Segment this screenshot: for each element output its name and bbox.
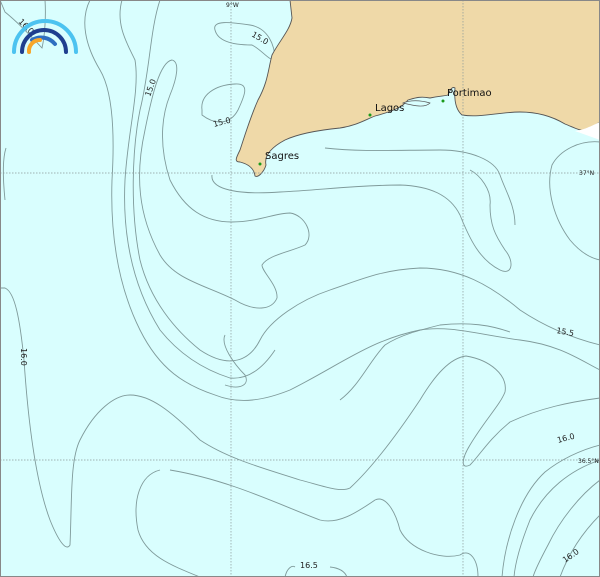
contour-line [119, 0, 276, 379]
contour-label: 16.0 [556, 432, 576, 445]
land-portugal-algarve [235, 0, 600, 177]
contour-line [532, 479, 600, 577]
contour-line [132, 0, 600, 362]
place-label-portimao: Portimao [447, 88, 492, 99]
city-marker-sagres [258, 162, 262, 166]
contour-line [211, 169, 512, 272]
contour-line [513, 459, 600, 577]
contour-label: 16.0 [19, 348, 28, 366]
contour-line [84, 0, 600, 401]
cool-water-region [139, 59, 310, 309]
lon-label-9w: 9°W [226, 2, 239, 9]
contour-line [339, 323, 511, 401]
contour-line [223, 334, 247, 388]
contour-line [284, 566, 348, 577]
cool-water-blob-mid [201, 83, 246, 123]
city-marker-portimao [441, 99, 445, 103]
contour-label: 15.0 [212, 116, 232, 129]
warm-water-region-topleft [0, 0, 46, 49]
contour-line [324, 147, 516, 226]
lat-label-37n: 37°N [579, 170, 594, 177]
lat-label-36-5n: 36.5°N [578, 458, 599, 465]
contour-line [135, 469, 201, 577]
contour-label: 16.5 [300, 561, 318, 570]
contour-line [2, 147, 7, 201]
contour-label: 15.5 [556, 326, 575, 338]
city-marker-lagos [368, 113, 372, 117]
place-label-sagres: Sagres [265, 151, 299, 162]
rainbow-arcs-logo-icon [12, 19, 78, 54]
coast-inlet [401, 100, 431, 107]
land-no-data-corner [575, 122, 600, 140]
contour-line [169, 469, 479, 577]
place-label-lagos: Lagos [375, 103, 404, 114]
warm-water-region [0, 287, 600, 577]
contour-line [549, 141, 600, 261]
